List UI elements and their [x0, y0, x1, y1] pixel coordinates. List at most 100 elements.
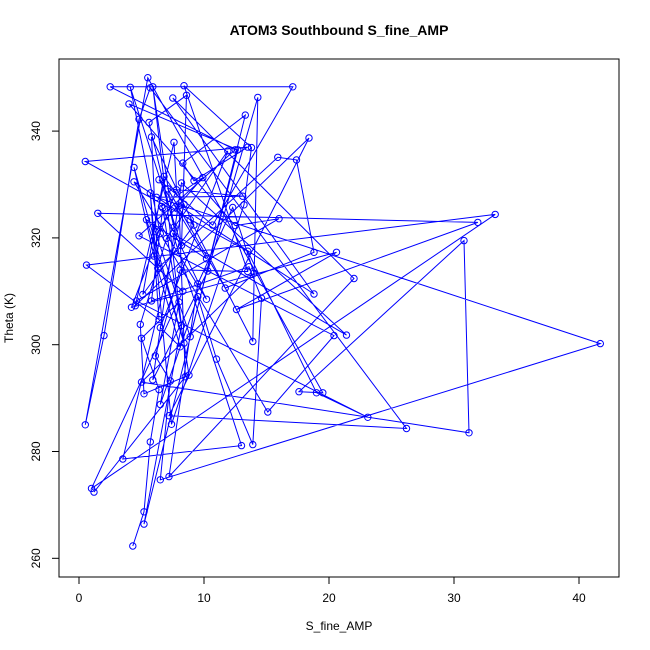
y-axis: 260 280 300 320 340: [29, 121, 60, 568]
series-group: [81, 74, 604, 550]
data-point: [310, 290, 318, 298]
data-point: [152, 193, 161, 202]
data-point: [130, 163, 138, 172]
plot-frame: [58, 58, 620, 578]
data-point: [330, 331, 338, 340]
data-point: [177, 241, 186, 250]
data-point: [274, 153, 282, 162]
data-point: [292, 156, 301, 164]
data-point: [244, 247, 252, 255]
data-point: [106, 83, 114, 91]
data-point: [474, 218, 482, 227]
data-point: [491, 210, 499, 219]
data-point: [185, 371, 193, 379]
data-point: [596, 339, 604, 348]
data-point: [172, 186, 181, 194]
data-point: [254, 93, 262, 102]
y-tick-label: 300: [29, 334, 43, 354]
data-point: [137, 334, 146, 342]
data-point: [231, 146, 239, 154]
data-point: [202, 295, 211, 303]
data-point: [142, 216, 151, 224]
data-point: [364, 413, 372, 421]
data-point: [180, 82, 188, 90]
data-point: [176, 343, 184, 351]
data-point: [146, 189, 155, 197]
data-point: [82, 261, 91, 269]
data-point: [179, 287, 187, 295]
data-point: [151, 352, 160, 360]
data-point: [156, 400, 165, 409]
data-point: [186, 333, 194, 341]
data-point: [169, 229, 177, 238]
data-point: [257, 294, 266, 302]
data-point: [231, 221, 239, 230]
data-point: [199, 173, 207, 182]
data-point: [275, 215, 283, 223]
data-point: [182, 91, 191, 100]
data-point: [156, 323, 165, 332]
data-point: [332, 248, 341, 257]
x-tick-label: 10: [197, 591, 211, 605]
data-point: [147, 297, 156, 305]
data-point: [140, 390, 148, 398]
data-point: [176, 266, 184, 274]
data-point: [156, 476, 165, 484]
x-tick-label: 20: [322, 591, 336, 605]
data-point: [165, 412, 173, 420]
data-point: [155, 385, 163, 394]
data-point: [146, 84, 155, 92]
data-point: [181, 373, 190, 381]
data-point: [190, 177, 198, 185]
y-tick-label: 340: [29, 121, 43, 141]
data-point: [144, 74, 152, 82]
data-point: [244, 143, 252, 151]
data-point: [186, 216, 194, 224]
data-point: [249, 337, 257, 346]
data-point: [264, 408, 272, 416]
data-point: [234, 146, 242, 154]
data-point: [131, 302, 140, 310]
y-axis-label: Theta (K): [2, 293, 16, 343]
data-point: [154, 264, 162, 272]
data-point: [170, 138, 178, 147]
data-point: [140, 520, 148, 528]
chart-title: ATOM3 Southbound S_fine_AMP: [230, 22, 449, 38]
data-point: [151, 227, 160, 236]
series-line: [83, 76, 602, 547]
data-point: [175, 202, 183, 210]
data-point: [164, 185, 172, 193]
data-point: [147, 133, 156, 141]
data-point: [241, 111, 250, 119]
data-point: [239, 192, 247, 200]
data-point: [119, 455, 127, 463]
data-point: [247, 143, 256, 152]
data-point: [180, 339, 188, 347]
data-point: [209, 221, 217, 229]
data-point: [146, 438, 155, 446]
data-point: [87, 484, 96, 493]
data-point: [165, 472, 173, 481]
data-point: [310, 248, 318, 257]
data-point: [295, 388, 303, 396]
data-point: [224, 147, 232, 155]
data-point: [162, 234, 171, 243]
data-point: [81, 421, 90, 429]
data-point: [194, 280, 202, 288]
data-point: [160, 172, 168, 181]
data-point: [149, 376, 157, 384]
data-point: [81, 157, 90, 166]
data-point: [460, 236, 468, 245]
data-point: [125, 100, 133, 108]
data-point: [249, 440, 257, 449]
data-point: [177, 179, 186, 187]
data-point: [135, 115, 143, 124]
data-point: [194, 292, 202, 301]
data-point: [240, 201, 248, 209]
data-point: [150, 252, 158, 260]
data-point: [342, 331, 351, 339]
data-point: [159, 204, 167, 212]
data-point: [237, 441, 246, 450]
data-point: [129, 542, 137, 550]
data-point: [190, 221, 198, 229]
